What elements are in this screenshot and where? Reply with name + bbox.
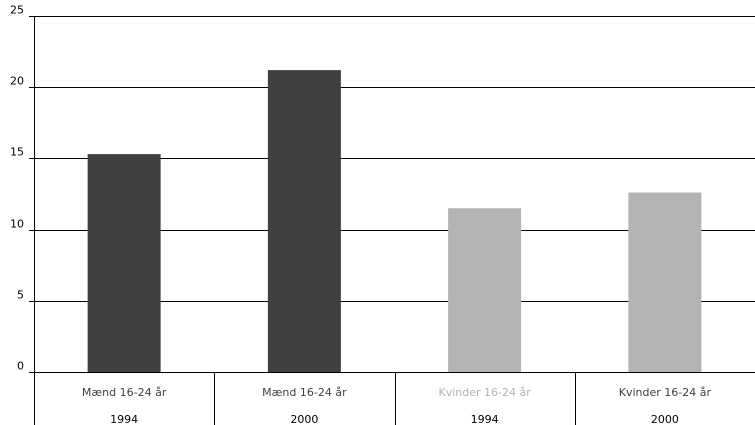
y-tick-label: 15 xyxy=(10,146,24,159)
y-tick-label: 0 xyxy=(17,360,24,373)
x-category-label: Mænd 16-24 år xyxy=(262,386,347,399)
y-tick-label: 5 xyxy=(17,289,24,302)
x-category-label: Kvinder 16-24 år xyxy=(619,386,712,399)
x-category-year: 1994 xyxy=(471,413,499,425)
x-category-label: Kvinder 16-24 år xyxy=(439,386,532,399)
x-category-year: 1994 xyxy=(110,413,138,425)
bar xyxy=(267,70,341,372)
y-tick-label: 20 xyxy=(10,75,24,88)
y-tick-labels: 0 5 10 15 20 25 xyxy=(10,4,24,373)
bar xyxy=(628,192,702,372)
y-tick-label: 25 xyxy=(10,4,24,17)
x-category-year: 2000 xyxy=(651,413,679,425)
x-category-year: 2000 xyxy=(290,413,318,425)
bar xyxy=(448,208,522,372)
bar xyxy=(87,154,161,372)
x-category-label: Mænd 16-24 år xyxy=(82,386,167,399)
axes xyxy=(29,16,755,425)
x-category-labels: Mænd 16-24 år 1994 Mænd 16-24 år 2000 Kvinde… xyxy=(82,386,712,425)
bars xyxy=(87,70,702,372)
y-tick-label: 10 xyxy=(10,218,24,231)
